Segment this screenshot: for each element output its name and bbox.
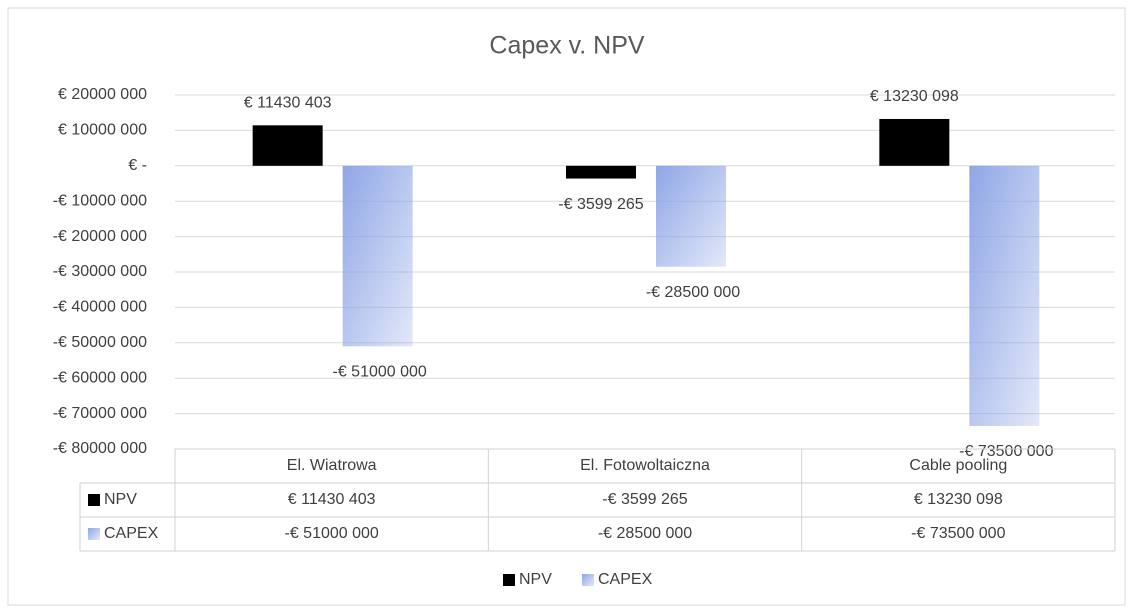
x-tick-label: El. Fotowoltaiczna: [580, 457, 710, 474]
legend-label: CAPEX: [598, 571, 653, 588]
table-series-name: CAPEX: [104, 525, 159, 542]
legend-key: [503, 574, 515, 586]
table-cell: -€ 73500 000: [911, 525, 1005, 542]
data-label: -€ 28500 000: [646, 284, 740, 301]
legend-label: NPV: [519, 571, 552, 588]
bar: [656, 165, 726, 267]
y-tick-label: -€ 60000 000: [53, 369, 147, 386]
legend-key: [582, 574, 594, 586]
chart-border: [7, 7, 1126, 606]
data-label: € 13230 098: [870, 88, 959, 105]
y-tick-label: € 20000 000: [58, 86, 147, 103]
y-tick-label: -€ 50000 000: [53, 334, 147, 351]
y-tick-label: -€ 10000 000: [53, 192, 147, 209]
y-tick-label: € 10000 000: [58, 122, 147, 139]
data-label: -€ 51000 000: [333, 364, 427, 381]
table-cell: -€ 51000 000: [285, 525, 379, 542]
bar: [252, 125, 323, 166]
x-tick-label: El. Wiatrowa: [287, 457, 377, 474]
y-tick-label: -€ 30000 000: [53, 263, 147, 280]
table-cell: € 13230 098: [914, 491, 1003, 508]
table-series-name: NPV: [104, 491, 137, 508]
table-cell: € 11430 403: [288, 491, 376, 508]
chart-title: Capex v. NPV: [489, 32, 644, 60]
y-tick-label: € -: [128, 157, 147, 174]
bar: [342, 165, 413, 347]
y-tick-label: -€ 20000 000: [53, 228, 147, 245]
data-label: -€ 73500 000: [959, 443, 1053, 460]
bar: [879, 118, 950, 166]
x-tick-label: Cable pooling: [909, 457, 1007, 474]
y-tick-label: -€ 40000 000: [53, 299, 147, 316]
y-tick-label: -€ 70000 000: [53, 405, 147, 422]
data-label: -€ 3599 265: [558, 196, 644, 213]
table-cell: -€ 28500 000: [598, 525, 692, 542]
table-cell: -€ 3599 265: [602, 491, 688, 508]
y-tick-label: -€ 80000 000: [53, 440, 147, 457]
bar: [969, 165, 1040, 426]
bar: [566, 165, 636, 179]
data-label: € 11430 403: [244, 95, 332, 112]
table-key: [88, 494, 100, 506]
table-key: [88, 528, 100, 540]
